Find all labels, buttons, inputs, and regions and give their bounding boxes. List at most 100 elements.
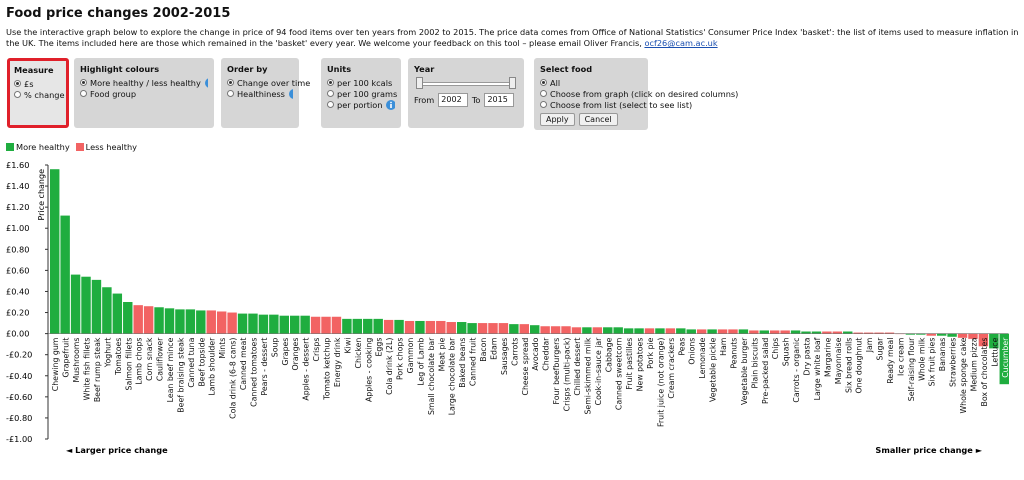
- y-tick-label: -£0.40: [6, 371, 32, 381]
- email-link[interactable]: ocf26@cam.ac.uk: [644, 38, 718, 48]
- bar: [154, 307, 164, 334]
- x-tick-label: Vegetable pickle: [709, 337, 718, 402]
- bar: [989, 333, 999, 349]
- bar: [91, 279, 102, 334]
- radio-option[interactable]: Healthiness: [227, 88, 293, 99]
- x-tick-label: One doughnut: [855, 338, 864, 394]
- to-label: To: [471, 95, 481, 105]
- radio-button[interactable]: [327, 79, 334, 86]
- bar: [738, 329, 749, 334]
- bar: [863, 332, 874, 334]
- year-slider[interactable]: [416, 77, 516, 89]
- x-tick-label: Crisps (multi-pack): [563, 338, 572, 412]
- bar: [164, 308, 175, 334]
- radio-option[interactable]: Choose from list (select to see list): [540, 99, 692, 110]
- bar: [196, 310, 206, 334]
- bar: [717, 329, 728, 334]
- legend-item: More healthy: [6, 142, 70, 152]
- radio-button[interactable]: [80, 90, 87, 97]
- x-tick-label: Canned tomatoes: [249, 338, 258, 407]
- radio-option[interactable]: Change over time: [227, 77, 310, 88]
- radio-button[interactable]: [327, 90, 334, 97]
- bar: [770, 330, 780, 334]
- x-tick-label: Plain biscuits: [750, 338, 759, 389]
- bar: [112, 293, 123, 334]
- bar: [237, 313, 248, 334]
- bar: [707, 329, 717, 334]
- button[interactable]: Apply: [540, 113, 575, 126]
- radio-button[interactable]: [540, 101, 547, 108]
- x-tick-label: Squash: [782, 338, 791, 367]
- radio-option[interactable]: More healthy / less healthy: [80, 77, 208, 88]
- x-tick-label: New potatoes: [636, 338, 645, 392]
- option-label: Choose from graph (click on desired colu…: [550, 88, 739, 99]
- y-tick-label: -£0.20: [6, 350, 32, 360]
- info-icon[interactable]: [386, 99, 395, 110]
- radio-option[interactable]: per 100 grams: [327, 88, 397, 99]
- bar: [446, 322, 456, 334]
- from-input[interactable]: 2002: [438, 93, 468, 107]
- x-tick-label: Ham: [719, 338, 728, 356]
- radio-option[interactable]: Food group: [80, 88, 208, 99]
- radio-option[interactable]: per portion: [327, 99, 395, 110]
- x-tick-label: Pre-packed salad: [761, 338, 770, 404]
- radio-button[interactable]: [227, 90, 234, 97]
- button[interactable]: Cancel: [578, 113, 618, 126]
- x-tick-label: Cheese spread: [521, 338, 530, 396]
- radio-button[interactable]: [80, 79, 87, 86]
- x-tick-label: Lamb chops: [135, 338, 144, 385]
- x-tick-label: Small chocolate bar: [427, 337, 436, 415]
- radio-button[interactable]: [540, 90, 547, 97]
- bar: [936, 333, 947, 336]
- bar: [70, 274, 81, 334]
- slider-handle[interactable]: [509, 77, 516, 89]
- bar: [999, 333, 1009, 385]
- x-tick-label: Carrots: [510, 338, 519, 366]
- radio-option[interactable]: per 100 kcals: [327, 77, 395, 88]
- bar: [175, 309, 185, 334]
- x-tick-label: Kiwi: [343, 338, 352, 354]
- x-tick-label: Cream crackers: [667, 338, 676, 399]
- bar: [81, 276, 91, 334]
- y-axis-label: Price change: [37, 169, 46, 221]
- info-icon[interactable]: [288, 88, 293, 99]
- radio-button[interactable]: [327, 101, 334, 108]
- slider-handle[interactable]: [416, 77, 423, 89]
- y-tick-label: £1.00: [6, 223, 29, 233]
- x-tick-label: Medium pizza: [969, 337, 978, 391]
- x-tick-label: Apples - cooking: [364, 338, 373, 402]
- control-panel: Highlight colours More healthy / less hea…: [74, 58, 214, 128]
- bar: [634, 328, 644, 334]
- bar: [133, 305, 143, 334]
- x-tick-label: Apples - dessert: [302, 338, 311, 401]
- bar: [227, 312, 237, 334]
- radio-option[interactable]: % change: [14, 89, 65, 100]
- x-tick-label: Dry pasta: [803, 337, 812, 375]
- radio-button[interactable]: [14, 91, 21, 98]
- bar: [759, 330, 769, 334]
- option-label: Healthiness: [237, 88, 285, 99]
- bar: [613, 327, 623, 334]
- radio-option[interactable]: £s: [14, 78, 62, 89]
- slider-track: [418, 82, 514, 86]
- legend: More healthy Less healthy: [6, 142, 137, 152]
- option-label: Food group: [90, 88, 137, 99]
- radio-option[interactable]: All: [540, 77, 642, 88]
- x-tick-label: Carrots - organic: [792, 338, 801, 403]
- to-input[interactable]: 2015: [484, 93, 514, 107]
- y-tick-label: -£1.00: [6, 434, 32, 444]
- x-tick-label: Canned meat: [239, 338, 248, 391]
- bar: [404, 320, 415, 334]
- option-label: % change: [24, 89, 65, 100]
- info-icon[interactable]: [204, 77, 208, 88]
- radio-button[interactable]: [540, 79, 547, 86]
- x-tick-label: Fruit juice (not orange): [656, 338, 665, 427]
- x-tick-label: Large white loaf: [813, 337, 822, 400]
- radio-button[interactable]: [14, 80, 21, 87]
- x-tick-label: Pears - dessert: [260, 338, 269, 396]
- bar: [519, 324, 529, 334]
- radio-option[interactable]: Choose from graph (click on desired colu…: [540, 88, 738, 99]
- annotation: ◄ Larger price change: [66, 445, 168, 455]
- radio-button[interactable]: [227, 79, 234, 86]
- control-panel: Order by Change over time Healthiness: [221, 58, 310, 128]
